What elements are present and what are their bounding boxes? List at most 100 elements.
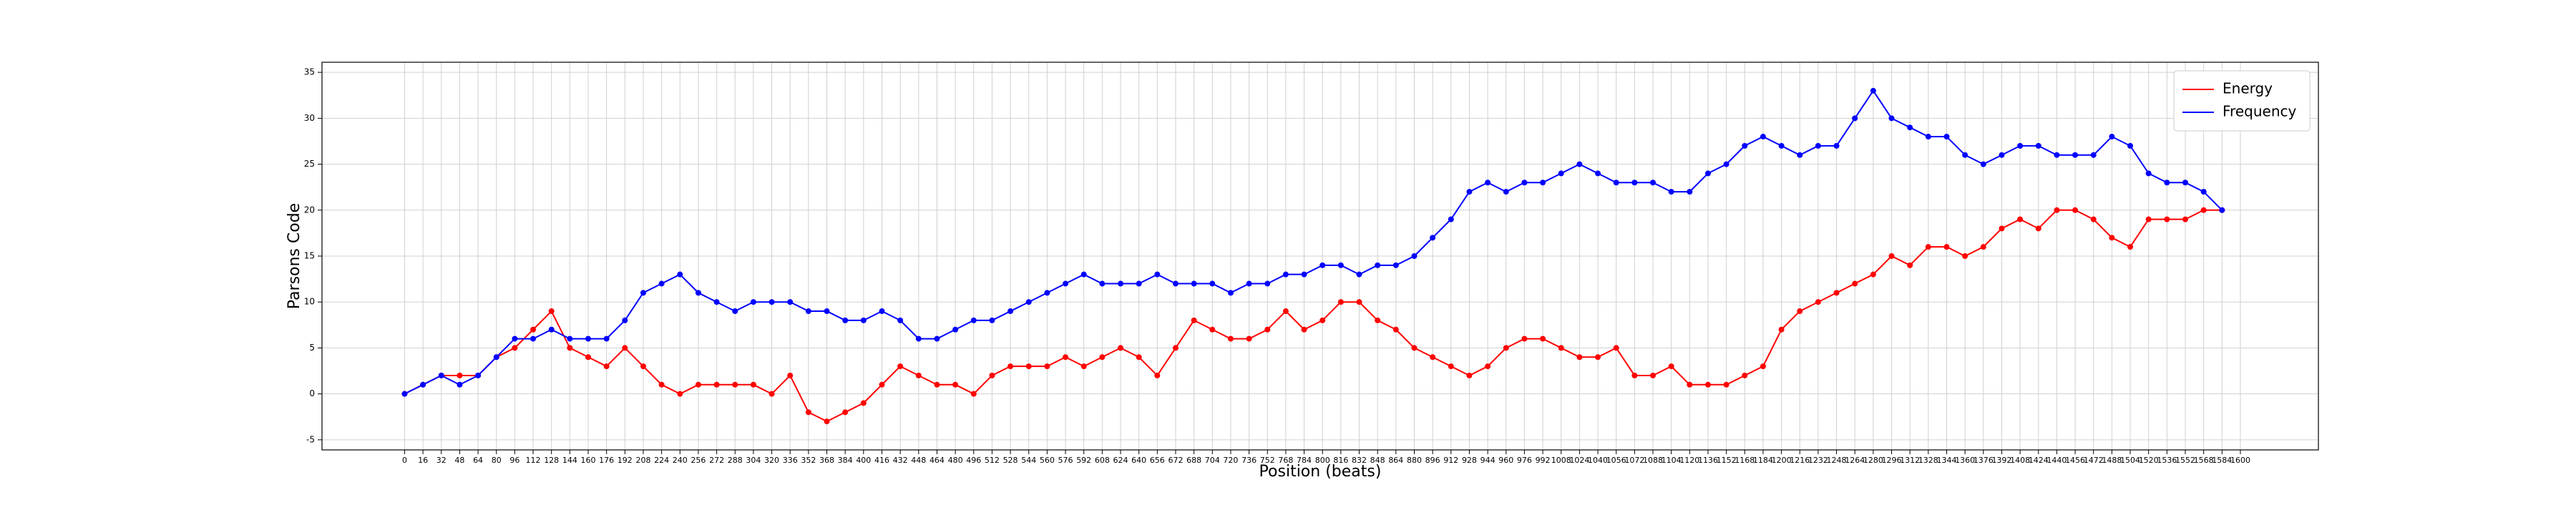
x-tick-label: 1248 <box>1827 456 1847 465</box>
x-tick-label: 1424 <box>2029 456 2049 465</box>
x-axis-label: Position (beats) <box>1259 463 1382 481</box>
x-tick-label: 352 <box>801 456 816 465</box>
x-tick-label: 304 <box>746 456 761 465</box>
point <box>2072 152 2079 158</box>
point <box>1191 280 1197 287</box>
point <box>677 391 683 397</box>
point <box>805 308 811 315</box>
y-tick-label: 15 <box>304 251 315 261</box>
x-tick-label: 992 <box>1536 456 1551 465</box>
x-tick-label: 672 <box>1168 456 1183 465</box>
point <box>512 335 518 342</box>
x-tick-label: 1600 <box>2230 456 2250 465</box>
point <box>1191 317 1197 323</box>
point <box>1118 345 1123 351</box>
point <box>1503 189 1509 195</box>
x-tick-label: 480 <box>948 456 963 465</box>
point <box>1448 363 1454 370</box>
x-tick-label: 240 <box>673 456 688 465</box>
point <box>585 354 591 360</box>
point <box>1797 308 1803 315</box>
point <box>2035 142 2041 149</box>
x-tick-label: 704 <box>1205 456 1220 465</box>
point <box>1356 271 1362 278</box>
x-tick-label: 640 <box>1131 456 1146 465</box>
point <box>1980 244 1986 250</box>
y-tick-label: 0 <box>309 388 315 398</box>
point <box>1301 271 1307 278</box>
point <box>915 335 922 342</box>
point <box>989 372 995 378</box>
point <box>1282 271 1289 278</box>
point <box>603 335 610 342</box>
point <box>1154 372 1161 378</box>
point <box>1466 189 1473 195</box>
x-tick-label: 864 <box>1388 456 1403 465</box>
point <box>897 317 904 323</box>
point <box>1521 180 1528 186</box>
point <box>1025 363 1032 370</box>
point <box>1631 372 1638 378</box>
point <box>1172 280 1179 287</box>
point <box>1576 354 1583 360</box>
point <box>2164 216 2170 222</box>
point <box>1852 280 1858 287</box>
point <box>915 372 922 378</box>
x-tick-label: 160 <box>581 456 596 465</box>
point <box>1154 271 1161 278</box>
point <box>1925 244 1931 250</box>
x-tick-label: 576 <box>1058 456 1073 465</box>
x-tick-label: 208 <box>635 456 650 465</box>
point <box>1264 326 1271 333</box>
x-tick-label: 768 <box>1278 456 1293 465</box>
x-tick-label: 1440 <box>2046 456 2067 465</box>
point <box>1209 326 1216 333</box>
x-tick-label: 1104 <box>1662 456 1682 465</box>
x-tick-label: 48 <box>454 456 464 465</box>
x-tick-label: 736 <box>1241 456 1257 465</box>
x-tick-label: 224 <box>654 456 669 465</box>
point <box>2054 152 2060 158</box>
x-tick-label: 1552 <box>2175 456 2195 465</box>
point <box>1742 142 1748 149</box>
point <box>695 290 701 296</box>
series <box>401 207 2225 425</box>
point <box>970 317 977 323</box>
point <box>1631 180 1638 186</box>
x-tick-label: 1296 <box>1882 456 1902 465</box>
point <box>1650 180 1656 186</box>
point <box>1375 317 1381 323</box>
point <box>1742 372 1748 378</box>
point <box>1282 308 1289 315</box>
x-tick-label: 320 <box>764 456 779 465</box>
point <box>1687 189 1693 195</box>
y-axis-label: Parsons Code <box>286 203 303 309</box>
point <box>1337 299 1344 305</box>
point <box>2109 235 2115 241</box>
point <box>732 308 738 315</box>
point <box>1943 244 1950 250</box>
x-tick-label: 1408 <box>2010 456 2030 465</box>
legend-label: Energy <box>2223 80 2273 97</box>
x-tick-label: 416 <box>874 456 889 465</box>
point <box>1392 326 1399 333</box>
x-tick-label: 112 <box>526 456 541 465</box>
series-line <box>404 209 2223 423</box>
x-tick-label: 560 <box>1040 456 1055 465</box>
point <box>787 299 794 305</box>
x-tick-label: 272 <box>709 456 724 465</box>
point <box>842 317 849 323</box>
x-tick-label: 608 <box>1095 456 1110 465</box>
point <box>1118 280 1123 287</box>
point <box>1925 134 1931 140</box>
point <box>713 381 720 388</box>
point <box>1063 354 1069 360</box>
point <box>1888 115 1895 122</box>
point <box>658 280 665 287</box>
point <box>640 290 646 296</box>
x-tick-label: 848 <box>1370 456 1385 465</box>
point <box>1319 262 1326 268</box>
point <box>970 391 977 397</box>
x-tick-label: 400 <box>856 456 871 465</box>
point <box>1613 345 1619 351</box>
